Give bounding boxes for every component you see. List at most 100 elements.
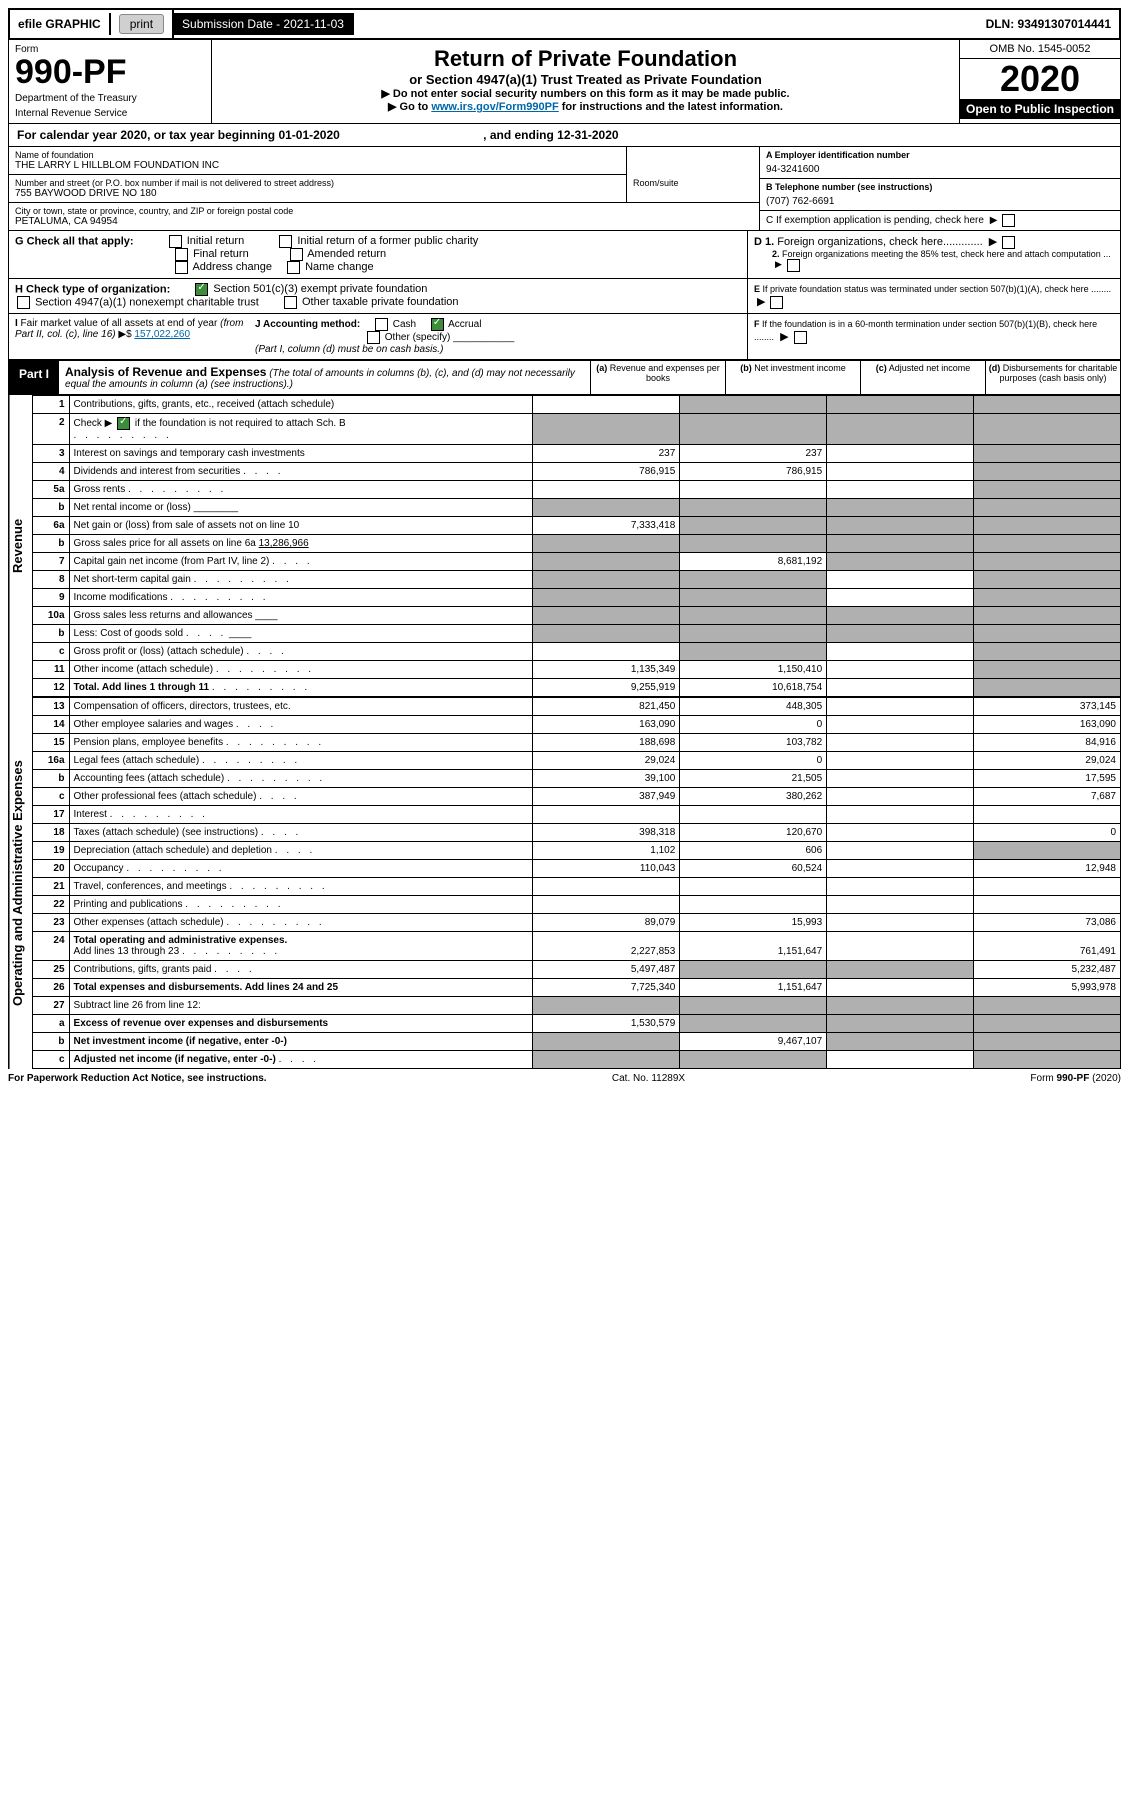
dln-number: DLN: 93491307014441 [978, 13, 1119, 35]
former-charity-cb[interactable] [279, 235, 292, 248]
table-row: 14Other employee salaries and wages . . … [32, 716, 1120, 734]
table-row: 10aGross sales less returns and allowanc… [32, 607, 1120, 625]
terminated-cb[interactable] [770, 296, 783, 309]
table-row: 6aNet gain or (loss) from sale of assets… [32, 517, 1120, 535]
table-row: 21Travel, conferences, and meetings . . … [32, 878, 1120, 896]
foreign-org-cb[interactable] [1002, 236, 1015, 249]
table-row: 12Total. Add lines 1 through 11 . . . . … [32, 679, 1120, 697]
60month-cb[interactable] [794, 331, 807, 344]
ij-section: I Fair market value of all assets at end… [8, 314, 1121, 360]
table-row: 16aLegal fees (attach schedule) . . . . … [32, 752, 1120, 770]
ssn-warning: ▶ Do not enter social security numbers o… [218, 87, 953, 100]
final-return-cb[interactable] [175, 248, 188, 261]
fmv-link[interactable]: 157,022,260 [134, 329, 190, 340]
revenue-side-label: Revenue [9, 395, 32, 697]
city-cell: City or town, state or province, country… [9, 203, 759, 230]
revenue-section: Revenue 1Contributions, gifts, grants, e… [8, 395, 1121, 697]
efile-label: efile GRAPHIC [10, 13, 111, 35]
table-row: aExcess of revenue over expenses and dis… [32, 1015, 1120, 1033]
part1-label: Part I [9, 361, 59, 394]
table-row: 22Printing and publications . . . . . . … [32, 896, 1120, 914]
table-row: 24Total operating and administrative exp… [32, 932, 1120, 961]
table-row: 20Occupancy . . . . . . . . .110,04360,5… [32, 860, 1120, 878]
goto-note: ▶ Go to www.irs.gov/Form990PF for instru… [218, 100, 953, 113]
table-row: bGross sales price for all assets on lin… [32, 535, 1120, 553]
col-c-header: (c) Adjusted net income [860, 361, 985, 394]
phone-cell: B Telephone number (see instructions) (7… [760, 179, 1120, 211]
table-row: 23Other expenses (attach schedule) . . .… [32, 914, 1120, 932]
table-row: 26Total expenses and disbursements. Add … [32, 979, 1120, 997]
expenses-table: 13Compensation of officers, directors, t… [32, 697, 1121, 1069]
table-row: cGross profit or (loss) (attach schedule… [32, 643, 1120, 661]
col-b-header: (b) Net investment income [725, 361, 860, 394]
submission-date: Submission Date - 2021-11-03 [174, 13, 354, 35]
other-method-cb[interactable] [367, 331, 380, 344]
address-cell: Number and street (or P.O. box number if… [9, 175, 627, 203]
part1-desc: Analysis of Revenue and Expenses (The to… [59, 361, 590, 394]
form-subtitle: or Section 4947(a)(1) Trust Treated as P… [218, 72, 953, 87]
room-suite-cell: Room/suite [627, 175, 759, 203]
tax-year: 2020 [960, 59, 1120, 99]
table-row: 13Compensation of officers, directors, t… [32, 698, 1120, 716]
table-row: 4Dividends and interest from securities … [32, 463, 1120, 481]
table-row: bLess: Cost of goods sold . . . . ____ [32, 625, 1120, 643]
form-code: 990-PF [15, 55, 205, 89]
table-row: 15Pension plans, employee benefits . . .… [32, 734, 1120, 752]
501c3-cb[interactable] [195, 283, 208, 296]
page-footer: For Paperwork Reduction Act Notice, see … [8, 1069, 1121, 1088]
form-title: Return of Private Foundation [218, 46, 953, 72]
table-row: 5aGross rents . . . . . . . . . [32, 481, 1120, 499]
accrual-cb[interactable] [431, 318, 444, 331]
amended-return-cb[interactable] [290, 248, 303, 261]
table-row: 18Taxes (attach schedule) (see instructi… [32, 824, 1120, 842]
omb-number: OMB No. 1545-0052 [960, 40, 1120, 59]
foundation-name-cell: Name of foundation THE LARRY L HILLBLOM … [9, 147, 627, 175]
table-row: 9Income modifications . . . . . . . . . [32, 589, 1120, 607]
header-center: Return of Private Foundation or Section … [212, 40, 959, 123]
form-footer-code: Form 990-PF (2020) [1030, 1073, 1121, 1084]
table-row: bNet rental income or (loss) ________ [32, 499, 1120, 517]
table-row: 2Check ▶ if the foundation is not requir… [32, 414, 1120, 445]
print-button[interactable]: print [119, 14, 164, 34]
expenses-side-label: Operating and Administrative Expenses [9, 697, 32, 1069]
table-row: cAdjusted net income (if negative, enter… [32, 1051, 1120, 1069]
other-taxable-cb[interactable] [284, 296, 297, 309]
open-public: Open to Public Inspection [960, 99, 1120, 119]
f-section: F If the foundation is in a 60-month ter… [747, 314, 1120, 359]
exemption-pending-cell: C If exemption application is pending, c… [760, 211, 1120, 230]
sch-b-cb[interactable] [117, 417, 130, 430]
top-bar: efile GRAPHIC print Submission Date - 20… [8, 8, 1121, 40]
table-row: 19Depreciation (attach schedule) and dep… [32, 842, 1120, 860]
revenue-table: 1Contributions, gifts, grants, etc., rec… [32, 395, 1121, 697]
paperwork-notice: For Paperwork Reduction Act Notice, see … [8, 1073, 267, 1084]
cash-cb[interactable] [375, 318, 388, 331]
col-a-header: (a) Revenue and expenses per books [590, 361, 725, 394]
table-row: 17Interest . . . . . . . . . [32, 806, 1120, 824]
table-row: 27Subtract line 26 from line 12: [32, 997, 1120, 1015]
exemption-checkbox[interactable] [1002, 214, 1015, 227]
part1-header: Part I Analysis of Revenue and Expenses … [8, 360, 1121, 395]
entity-info: Name of foundation THE LARRY L HILLBLOM … [8, 147, 1121, 231]
d-section: D 1. D 1. Foreign organizations, check h… [747, 231, 1120, 278]
table-row: 7Capital gain net income (from Part IV, … [32, 553, 1120, 571]
table-row: bAccounting fees (attach schedule) . . .… [32, 770, 1120, 788]
table-row: 8Net short-term capital gain . . . . . .… [32, 571, 1120, 589]
calendar-year-row: For calendar year 2020, or tax year begi… [8, 124, 1121, 147]
header-right: OMB No. 1545-0052 2020 Open to Public In… [959, 40, 1120, 123]
print-button-wrap: print [111, 10, 174, 38]
table-row: 25Contributions, gifts, grants paid . . … [32, 961, 1120, 979]
header-left: Form 990-PF Department of the Treasury I… [9, 40, 212, 123]
initial-return-cb[interactable] [169, 235, 182, 248]
g-section: G Check all that apply: Initial return I… [8, 231, 1121, 279]
table-row: 11Other income (attach schedule) . . . .… [32, 661, 1120, 679]
irs-label: Internal Revenue Service [15, 108, 205, 119]
foreign-85-cb[interactable] [787, 259, 800, 272]
irs-form-link[interactable]: www.irs.gov/Form990PF [431, 101, 558, 113]
dept-treasury: Department of the Treasury [15, 93, 205, 104]
cat-number: Cat. No. 11289X [612, 1073, 685, 1084]
4947-cb[interactable] [17, 296, 30, 309]
e-section: E If private foundation status was termi… [747, 279, 1120, 313]
address-change-cb[interactable] [175, 261, 188, 274]
name-change-cb[interactable] [287, 261, 300, 274]
table-row: 3Interest on savings and temporary cash … [32, 445, 1120, 463]
